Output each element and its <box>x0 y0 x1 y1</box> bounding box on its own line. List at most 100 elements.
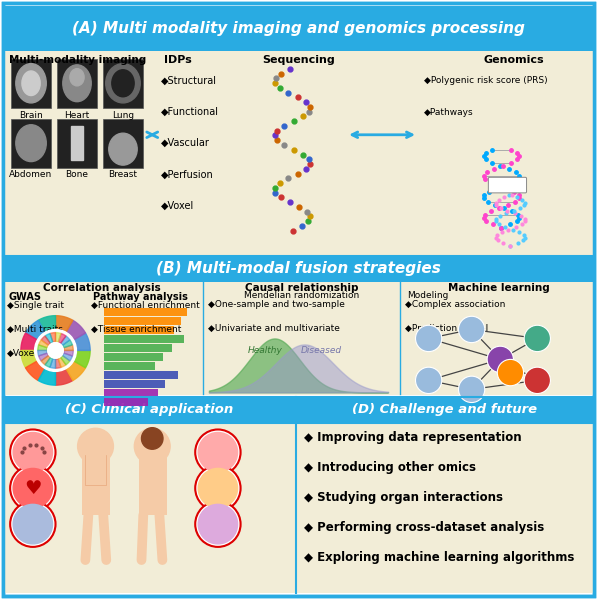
Circle shape <box>195 465 241 511</box>
Polygon shape <box>50 359 56 368</box>
FancyBboxPatch shape <box>488 177 527 193</box>
Polygon shape <box>66 361 85 380</box>
Text: ◆ Introducing other omics: ◆ Introducing other omics <box>304 461 476 474</box>
Text: IDPs: IDPs <box>164 55 192 65</box>
Text: Pathway analysis: Pathway analysis <box>93 292 187 301</box>
Circle shape <box>198 468 238 508</box>
Text: ◆ Studying organ interactions: ◆ Studying organ interactions <box>304 491 503 504</box>
Text: Abdomen: Abdomen <box>10 170 53 180</box>
Ellipse shape <box>112 69 134 97</box>
Text: ◆Univariate and multivariate: ◆Univariate and multivariate <box>208 323 340 333</box>
Polygon shape <box>59 334 66 343</box>
Circle shape <box>458 316 485 343</box>
Text: (D) Challenge and future: (D) Challenge and future <box>352 403 537 416</box>
Circle shape <box>497 359 524 386</box>
Circle shape <box>524 367 550 394</box>
Text: ◆Multi traits: ◆Multi traits <box>7 325 63 334</box>
Polygon shape <box>56 359 61 368</box>
Polygon shape <box>61 356 70 365</box>
Circle shape <box>195 501 241 547</box>
Polygon shape <box>38 350 47 356</box>
Polygon shape <box>56 368 73 385</box>
Polygon shape <box>64 350 73 356</box>
Polygon shape <box>73 350 90 368</box>
Text: (C) Clinical application: (C) Clinical application <box>65 403 233 416</box>
Text: Mendelian randomization: Mendelian randomization <box>244 291 359 300</box>
Bar <box>104 317 181 325</box>
Circle shape <box>198 432 238 472</box>
Text: Sequencing: Sequencing <box>262 55 335 65</box>
Ellipse shape <box>63 65 91 102</box>
Polygon shape <box>21 350 38 368</box>
Text: Causal relationship: Causal relationship <box>245 283 358 292</box>
Bar <box>3 256 594 282</box>
Bar <box>11 59 51 108</box>
Polygon shape <box>39 340 48 347</box>
Polygon shape <box>41 356 50 365</box>
Text: Healthy: Healthy <box>248 346 283 355</box>
Polygon shape <box>56 316 73 332</box>
Polygon shape <box>45 358 53 367</box>
Polygon shape <box>38 316 56 332</box>
Polygon shape <box>41 336 50 345</box>
Text: Multi-modality imaging: Multi-modality imaging <box>9 55 146 65</box>
Bar <box>104 362 155 370</box>
Text: Heart: Heart <box>64 110 90 120</box>
Bar <box>57 59 97 108</box>
Bar <box>104 398 148 406</box>
Circle shape <box>13 432 53 472</box>
Bar <box>3 6 594 51</box>
Circle shape <box>78 428 113 464</box>
Bar <box>3 397 296 422</box>
Text: ♥: ♥ <box>24 479 42 498</box>
Bar <box>3 51 594 255</box>
Polygon shape <box>38 345 47 350</box>
Polygon shape <box>21 333 38 350</box>
Polygon shape <box>63 353 72 361</box>
Bar <box>3 422 296 593</box>
Bar <box>104 389 158 397</box>
Bar <box>104 380 165 388</box>
Bar <box>139 452 167 515</box>
Text: ◆Tissue enrichment: ◆Tissue enrichment <box>91 325 181 334</box>
Bar <box>57 119 97 168</box>
Circle shape <box>416 367 442 394</box>
Bar <box>103 119 143 168</box>
Text: ◆Voxel-wise: ◆Voxel-wise <box>7 349 61 358</box>
Text: Machine learning: Machine learning <box>448 283 549 292</box>
Bar <box>82 452 110 515</box>
Circle shape <box>141 428 163 449</box>
Polygon shape <box>39 353 48 361</box>
Text: Genomics: Genomics <box>483 55 544 65</box>
Text: Bone: Bone <box>66 170 88 180</box>
Bar <box>103 59 143 108</box>
Bar <box>3 282 594 395</box>
Circle shape <box>48 343 63 358</box>
Ellipse shape <box>70 69 84 86</box>
Bar <box>104 371 178 379</box>
Text: ◆Prediction model: ◆Prediction model <box>405 323 488 333</box>
Text: (A) Multi modality imaging and genomics processing: (A) Multi modality imaging and genomics … <box>72 20 525 36</box>
Text: ◆Complex association: ◆Complex association <box>405 300 505 309</box>
Circle shape <box>524 325 550 352</box>
Bar <box>104 344 172 352</box>
Text: ◆ Exploring machine learning algorithms: ◆ Exploring machine learning algorithms <box>304 550 575 564</box>
Text: ◆Pathways: ◆Pathways <box>424 107 473 117</box>
Circle shape <box>487 346 513 373</box>
Ellipse shape <box>106 63 140 103</box>
Text: Breast: Breast <box>109 170 137 180</box>
Ellipse shape <box>16 125 47 162</box>
Text: ◆ Improving data representation: ◆ Improving data representation <box>304 431 522 444</box>
Circle shape <box>10 429 56 475</box>
Text: Modeling: Modeling <box>407 291 448 300</box>
Bar <box>104 308 187 316</box>
Polygon shape <box>56 332 61 342</box>
Circle shape <box>134 428 170 464</box>
Ellipse shape <box>109 133 137 165</box>
Circle shape <box>13 468 53 508</box>
Polygon shape <box>61 336 70 345</box>
Text: ◆Polygenic risk score (PRS): ◆Polygenic risk score (PRS) <box>424 76 547 86</box>
Polygon shape <box>59 358 66 367</box>
Circle shape <box>458 376 485 403</box>
Polygon shape <box>64 345 73 350</box>
